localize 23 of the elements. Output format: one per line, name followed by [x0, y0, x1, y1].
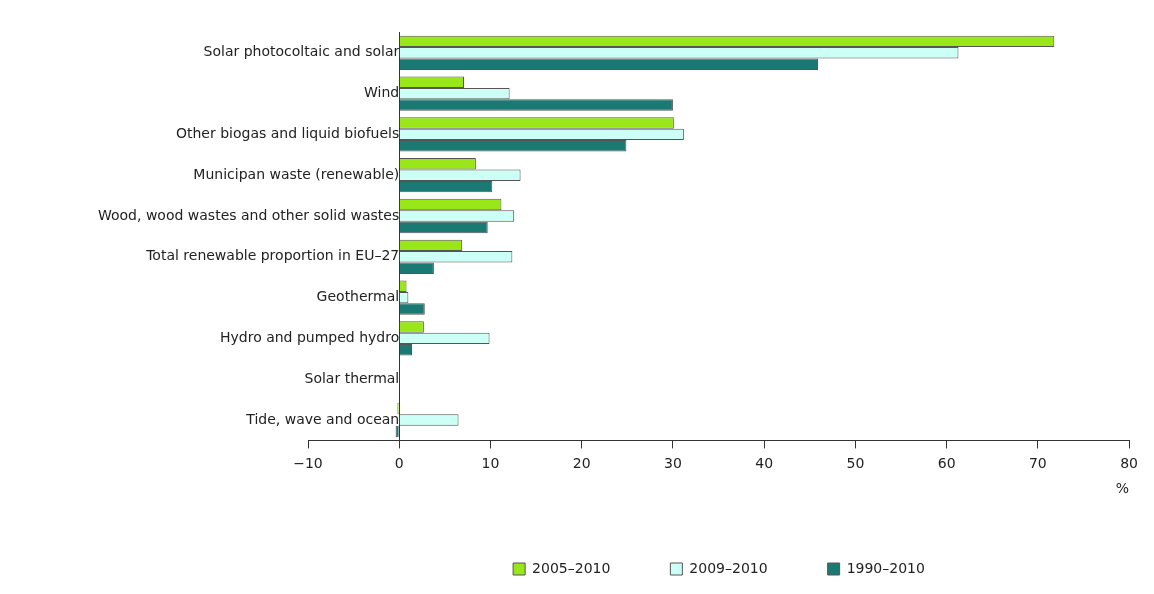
x-tick-label: −10 — [293, 455, 323, 472]
legend-label: 2009–2010 — [689, 559, 768, 576]
y-tick-label: Wood, wood wastes and other solid wastes — [97, 206, 400, 223]
y-tick-label: Tide, wave and ocean — [245, 410, 400, 427]
x-tick-label: 50 — [846, 455, 865, 472]
x-tick-label: 80 — [1120, 455, 1139, 472]
x-tick-label: 20 — [572, 455, 591, 472]
x-tick-label: 40 — [755, 455, 774, 472]
x-tick-label: 70 — [1028, 455, 1047, 472]
y-tick-label: Other biogas and liquid biofuels — [175, 125, 400, 142]
x-axis-title: % — [1115, 480, 1130, 497]
y-tick-label: Solar thermal — [304, 369, 400, 386]
legend-label: 1990–2010 — [846, 559, 925, 576]
y-tick-label: Hydro and pumped hydro — [219, 329, 400, 346]
legend-label: 2005–2010 — [532, 559, 611, 576]
y-tick-label: Total renewable proportion in EU–27 — [145, 247, 400, 264]
x-tick-label: 10 — [481, 455, 500, 472]
y-tick-label: Geothermal — [316, 288, 400, 305]
x-tick-label: 60 — [937, 455, 956, 472]
y-tick-label: Wind — [364, 84, 400, 101]
y-tick-label: Municipan waste (renewable) — [193, 165, 400, 182]
x-tick-label: 0 — [394, 455, 404, 472]
x-tick-label: 30 — [664, 455, 682, 472]
